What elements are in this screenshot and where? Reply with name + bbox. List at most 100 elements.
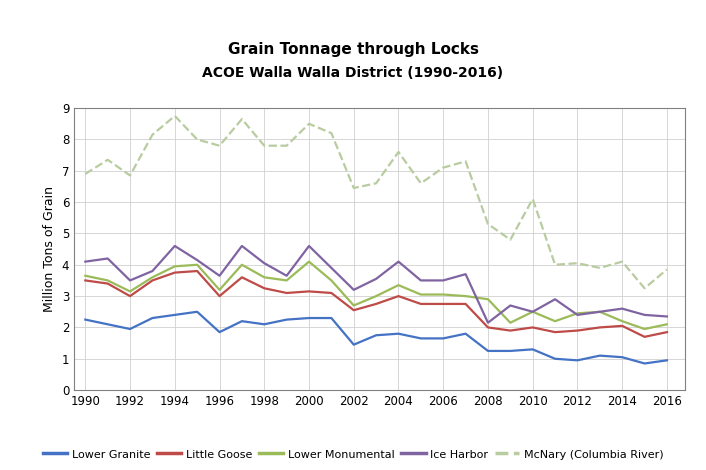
Little Goose bbox=[506, 328, 515, 333]
Little Goose bbox=[104, 281, 112, 286]
McNary (Columbia River) bbox=[148, 132, 157, 138]
Little Goose bbox=[372, 301, 381, 307]
Little Goose bbox=[529, 325, 537, 330]
Lower Granite bbox=[305, 315, 313, 321]
McNary (Columbia River) bbox=[596, 265, 604, 271]
McNary (Columbia River) bbox=[104, 157, 112, 163]
Lower Granite bbox=[193, 309, 201, 314]
Ice Harbor bbox=[618, 306, 626, 312]
McNary (Columbia River) bbox=[618, 259, 626, 265]
Little Goose bbox=[215, 293, 224, 299]
Ice Harbor bbox=[596, 309, 604, 314]
Little Goose bbox=[193, 268, 201, 274]
Ice Harbor bbox=[461, 271, 469, 277]
Lower Monumental bbox=[596, 309, 604, 314]
Little Goose bbox=[640, 334, 649, 340]
Ice Harbor bbox=[81, 259, 90, 265]
Lower Monumental bbox=[305, 259, 313, 265]
Line: Lower Monumental: Lower Monumental bbox=[85, 262, 667, 329]
Little Goose bbox=[394, 293, 402, 299]
Little Goose bbox=[439, 301, 448, 307]
Lower Granite bbox=[506, 348, 515, 354]
Lower Monumental bbox=[484, 297, 492, 302]
Lower Granite bbox=[81, 317, 90, 322]
Line: Little Goose: Little Goose bbox=[85, 271, 667, 337]
Ice Harbor bbox=[215, 273, 224, 279]
Lower Granite bbox=[327, 315, 335, 321]
Little Goose bbox=[305, 289, 313, 294]
Lower Granite bbox=[484, 348, 492, 354]
Lower Monumental bbox=[439, 292, 448, 298]
Lower Monumental bbox=[126, 289, 134, 294]
McNary (Columbia River) bbox=[461, 158, 469, 164]
Lower Monumental bbox=[282, 278, 291, 283]
Little Goose bbox=[663, 329, 671, 335]
Ice Harbor bbox=[394, 259, 402, 265]
Lower Monumental bbox=[171, 264, 179, 269]
Lower Monumental bbox=[372, 293, 381, 299]
Lower Monumental bbox=[461, 293, 469, 299]
Little Goose bbox=[260, 285, 268, 291]
Lower Monumental bbox=[618, 318, 626, 324]
McNary (Columbia River) bbox=[126, 172, 134, 178]
Y-axis label: Million Tons of Grain: Million Tons of Grain bbox=[43, 186, 56, 312]
Lower Granite bbox=[394, 331, 402, 337]
Little Goose bbox=[126, 293, 134, 299]
McNary (Columbia River) bbox=[439, 165, 448, 171]
McNary (Columbia River) bbox=[215, 143, 224, 149]
Ice Harbor bbox=[439, 278, 448, 283]
Lower Monumental bbox=[573, 311, 582, 316]
Lower Granite bbox=[349, 342, 358, 347]
Ice Harbor bbox=[260, 260, 268, 266]
McNary (Columbia River) bbox=[327, 130, 335, 136]
Little Goose bbox=[282, 290, 291, 296]
McNary (Columbia River) bbox=[260, 143, 268, 149]
Ice Harbor bbox=[573, 312, 582, 318]
Little Goose bbox=[327, 290, 335, 296]
Ice Harbor bbox=[193, 257, 201, 263]
Ice Harbor bbox=[529, 309, 537, 314]
Little Goose bbox=[596, 325, 604, 330]
Line: McNary (Columbia River): McNary (Columbia River) bbox=[85, 116, 667, 288]
Lower Granite bbox=[417, 336, 425, 341]
McNary (Columbia River) bbox=[551, 262, 559, 267]
Lower Granite bbox=[260, 321, 268, 327]
McNary (Columbia River) bbox=[640, 285, 649, 291]
Lower Monumental bbox=[193, 262, 201, 267]
Little Goose bbox=[171, 270, 179, 275]
Little Goose bbox=[618, 323, 626, 329]
Ice Harbor bbox=[238, 243, 246, 249]
Lower Monumental bbox=[260, 274, 268, 280]
Text: ACOE Walla Walla District (1990-2016): ACOE Walla Walla District (1990-2016) bbox=[203, 66, 503, 80]
McNary (Columbia River) bbox=[81, 171, 90, 177]
Ice Harbor bbox=[372, 276, 381, 282]
Little Goose bbox=[461, 301, 469, 307]
Little Goose bbox=[417, 301, 425, 307]
Lower Monumental bbox=[551, 318, 559, 324]
Lower Granite bbox=[148, 315, 157, 321]
Lower Granite bbox=[372, 332, 381, 338]
McNary (Columbia River) bbox=[529, 196, 537, 202]
Lower Monumental bbox=[104, 278, 112, 283]
Ice Harbor bbox=[305, 243, 313, 249]
Lower Monumental bbox=[394, 282, 402, 288]
Ice Harbor bbox=[551, 297, 559, 302]
Lower Granite bbox=[238, 318, 246, 324]
Lower Granite bbox=[596, 353, 604, 359]
Lower Granite bbox=[663, 358, 671, 363]
Lower Granite bbox=[439, 336, 448, 341]
Lower Monumental bbox=[148, 274, 157, 280]
McNary (Columbia River) bbox=[282, 143, 291, 149]
Lower Granite bbox=[215, 329, 224, 335]
Lower Granite bbox=[529, 346, 537, 352]
Lower Monumental bbox=[327, 278, 335, 283]
McNary (Columbia River) bbox=[573, 260, 582, 266]
Ice Harbor bbox=[506, 303, 515, 308]
Ice Harbor bbox=[663, 313, 671, 319]
Little Goose bbox=[551, 329, 559, 335]
Lower Monumental bbox=[417, 292, 425, 298]
Lower Monumental bbox=[238, 262, 246, 267]
Lower Granite bbox=[282, 317, 291, 322]
Ice Harbor bbox=[104, 256, 112, 261]
Text: Grain Tonnage through Locks: Grain Tonnage through Locks bbox=[227, 42, 479, 57]
